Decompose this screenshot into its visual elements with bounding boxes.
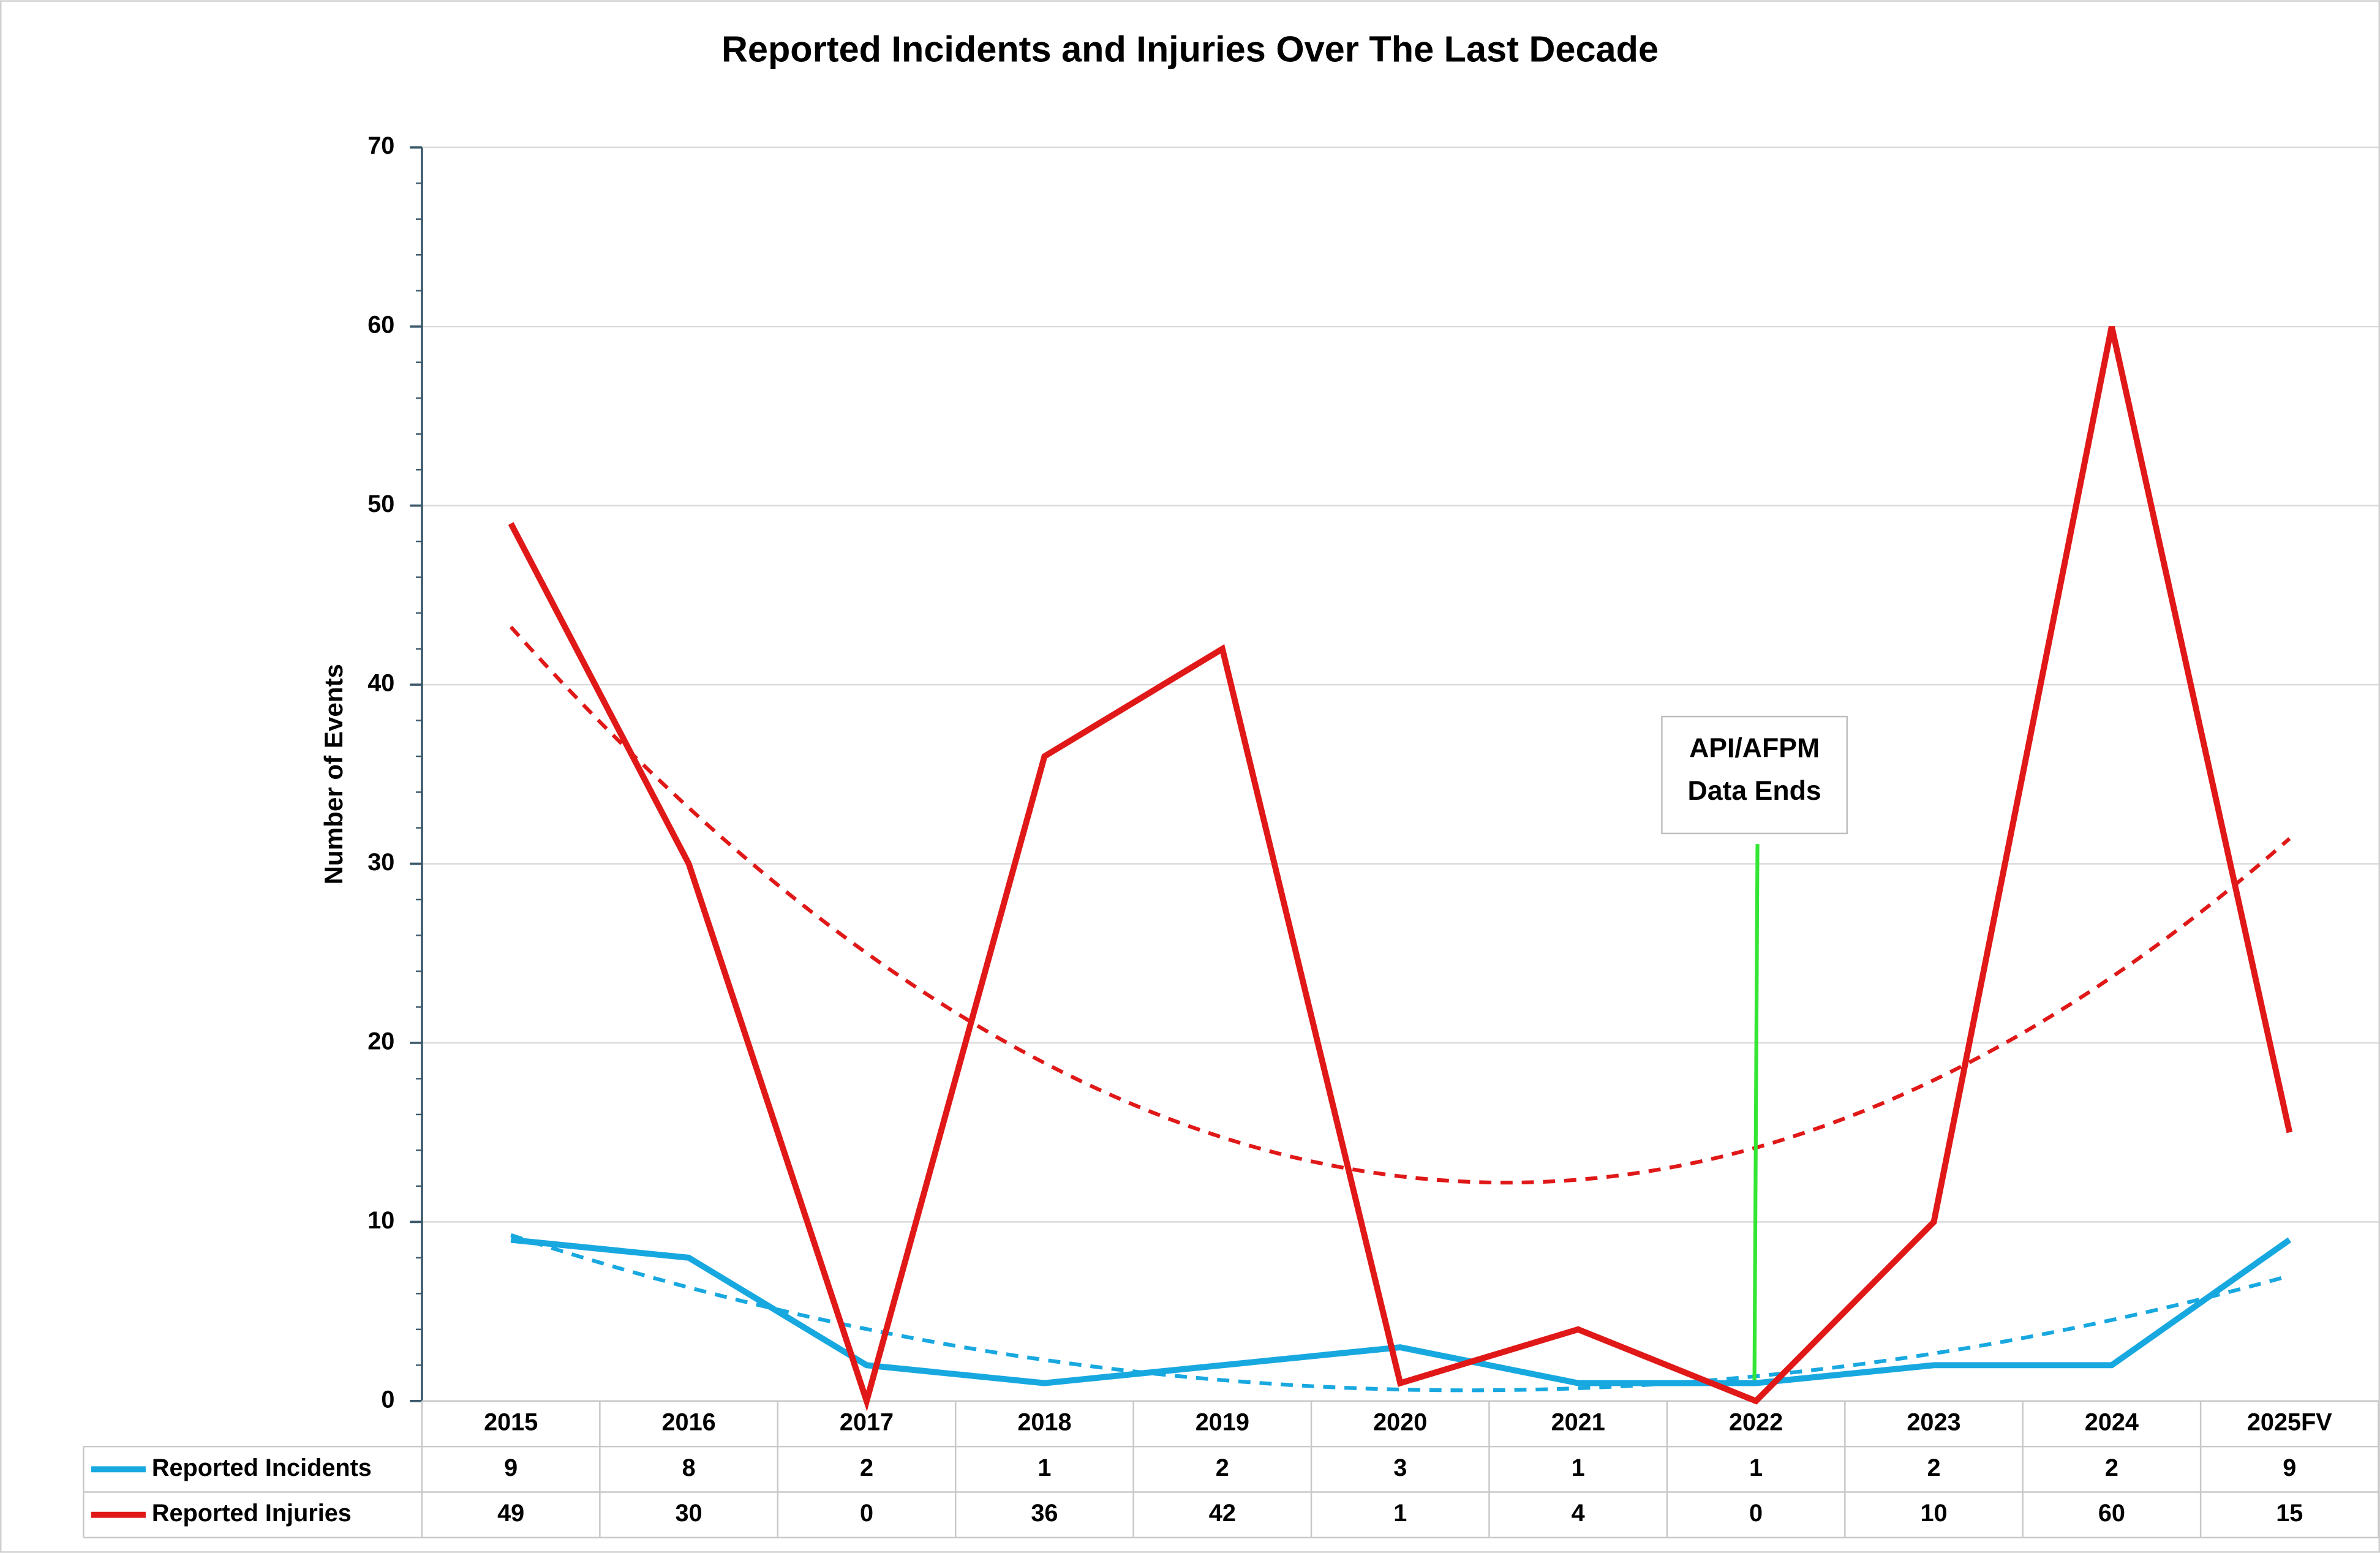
table-value: 42 xyxy=(1209,1500,1236,1527)
table-value: 3 xyxy=(1393,1454,1407,1481)
table-value: 10 xyxy=(1920,1500,1947,1527)
table-value: 1 xyxy=(1749,1454,1763,1481)
table-value: 60 xyxy=(2098,1500,2125,1527)
annotation-text: API/AFPM xyxy=(1689,733,1820,763)
x-tick-label: 2023 xyxy=(1907,1408,1960,1435)
x-tick-label: 2019 xyxy=(1196,1408,1249,1435)
x-tick-label: 2021 xyxy=(1551,1408,1605,1435)
table-value: 30 xyxy=(676,1500,702,1527)
table-value: 0 xyxy=(1749,1500,1763,1527)
table-value: 2 xyxy=(1927,1454,1940,1481)
table-value: 4 xyxy=(1572,1500,1585,1527)
table-value: 2 xyxy=(1216,1454,1229,1481)
table-value: 9 xyxy=(504,1454,518,1481)
y-tick-label: 70 xyxy=(367,132,394,159)
x-tick-label: 2024 xyxy=(2085,1408,2139,1435)
annotation-line xyxy=(1752,844,1760,1382)
table-value: 1 xyxy=(1393,1500,1407,1527)
annotation-text: Data Ends xyxy=(1688,776,1821,806)
table-value: 1 xyxy=(1037,1454,1051,1481)
y-tick-label: 30 xyxy=(367,849,394,876)
series-line xyxy=(508,326,2293,1412)
table-value: 49 xyxy=(497,1500,524,1527)
table-value: 2 xyxy=(860,1454,873,1481)
legend-label: Reported Incidents xyxy=(152,1454,372,1481)
series-line xyxy=(510,1236,2292,1386)
y-tick-label: 0 xyxy=(381,1386,394,1413)
table-value: 8 xyxy=(682,1454,696,1481)
table-value: 15 xyxy=(2276,1500,2303,1527)
y-tick-label: 50 xyxy=(367,491,394,517)
y-tick-label: 20 xyxy=(367,1028,394,1055)
x-tick-label: 2020 xyxy=(1373,1408,1427,1435)
table-value: 0 xyxy=(860,1500,873,1527)
table-value: 1 xyxy=(1572,1454,1585,1481)
y-axis-label: Number of Events xyxy=(319,664,348,884)
annotation-box xyxy=(1661,715,1848,835)
legend-label: Reported Injuries xyxy=(152,1500,352,1527)
y-tick-label: 10 xyxy=(367,1207,394,1234)
x-tick-label: 2022 xyxy=(1729,1408,1783,1435)
trendline xyxy=(510,1233,2291,1393)
x-tick-label: 2017 xyxy=(840,1408,894,1435)
table-value: 36 xyxy=(1031,1500,1058,1527)
table-value: 2 xyxy=(2105,1454,2118,1481)
y-tick-label: 60 xyxy=(367,312,394,339)
x-tick-label: 2015 xyxy=(484,1408,538,1435)
x-tick-label: 2025FV xyxy=(2247,1408,2332,1435)
x-tick-label: 2018 xyxy=(1017,1408,1071,1435)
y-tick-label: 40 xyxy=(367,670,394,697)
x-tick-label: 2016 xyxy=(661,1408,715,1435)
table-value: 9 xyxy=(2283,1454,2296,1481)
chart-title: Reported Incidents and Injuries Over The… xyxy=(721,28,1659,69)
trendline xyxy=(509,625,2291,1185)
